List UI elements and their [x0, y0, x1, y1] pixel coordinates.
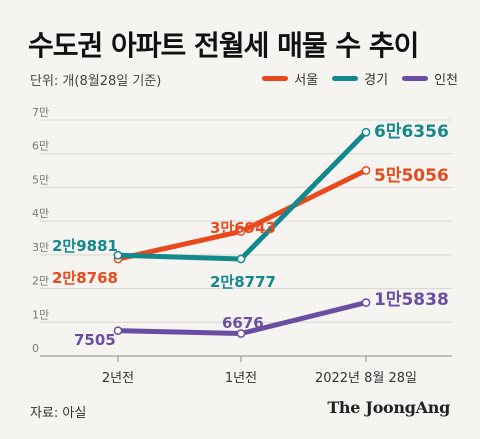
data-label: 6676 — [222, 314, 264, 332]
data-label: 6만6356 — [374, 122, 449, 142]
legend-label-seoul: 서울 — [294, 73, 319, 88]
data-point — [236, 254, 246, 264]
data-label: 2만8768 — [52, 269, 118, 287]
source-note: 자료: 아실 — [30, 406, 87, 421]
data-point — [361, 166, 371, 175]
legend-item-gyeonggi: 경기 — [332, 69, 388, 88]
y-tick-label: 5만 — [32, 173, 49, 186]
legend-item-seoul: 서울 — [262, 69, 318, 88]
chart-title: 수도권 아파트 전월세 매물 수 추이 — [28, 29, 419, 62]
data-label: 2만8777 — [210, 273, 276, 291]
legend: 서울 경기 인천 — [262, 69, 458, 88]
x-tick-label: 2022년 8월 28일 — [315, 371, 417, 386]
y-tick-label: 6만 — [32, 140, 49, 153]
series-line-경기 — [115, 129, 369, 262]
legend-swatch-seoul — [262, 76, 289, 81]
x-tick-label: 1년전 — [225, 371, 257, 386]
data-point — [361, 127, 371, 137]
y-tick-label: 0 — [32, 342, 39, 355]
data-label: 3만6943 — [210, 219, 276, 237]
legend-item-incheon: 인천 — [402, 69, 458, 88]
y-tick-label: 7만 — [32, 106, 49, 119]
x-tick-label: 2년전 — [102, 371, 134, 386]
data-point — [113, 326, 123, 336]
legend-label-gyeonggi: 경기 — [364, 73, 389, 88]
data-label: 7505 — [74, 331, 116, 349]
series-line-서울 — [115, 167, 369, 262]
data-label: 2만9881 — [52, 237, 118, 255]
data-label: 5만5056 — [374, 166, 449, 186]
data-point — [361, 298, 371, 307]
data-label: 1만5838 — [374, 290, 449, 310]
y-tick-label: 2만 — [32, 275, 49, 288]
publisher-logo: The JoongAng — [327, 398, 450, 417]
y-tick-label: 1만 — [32, 308, 49, 321]
data-point — [236, 227, 246, 236]
legend-label-incheon: 인천 — [434, 73, 458, 88]
y-tick-label: 3만 — [32, 241, 49, 254]
data-point — [113, 250, 123, 260]
data-point — [236, 329, 246, 338]
unit-note: 단위: 개(8월28일 기준) — [30, 74, 162, 89]
legend-swatch-gyeonggi — [332, 76, 359, 81]
legend-swatch-incheon — [402, 76, 429, 81]
y-tick-label: 4만 — [32, 207, 49, 220]
